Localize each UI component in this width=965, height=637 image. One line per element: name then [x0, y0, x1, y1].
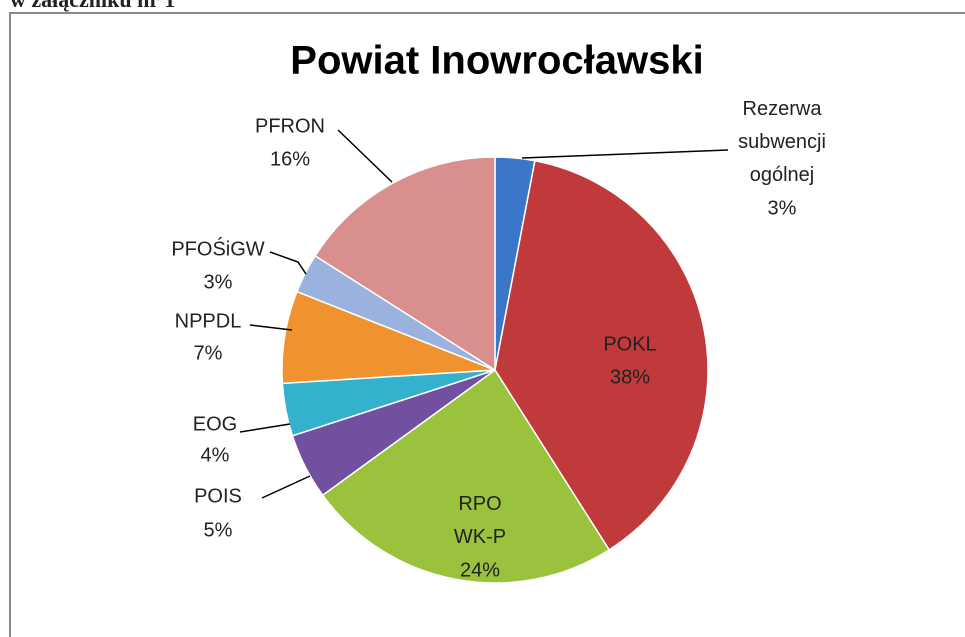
value-label: 5%	[204, 519, 233, 541]
page-note: w załączniku nr 1	[10, 0, 175, 12]
leader-line	[269, 251, 307, 275]
leader-line	[521, 149, 729, 159]
value-label: 3%	[768, 197, 797, 219]
value-label: 16%	[270, 148, 310, 170]
leader-line	[337, 129, 393, 183]
value-label: 38%	[610, 366, 650, 388]
pie-slice	[314, 156, 496, 372]
leader-line	[249, 324, 293, 331]
leader-line	[261, 475, 311, 499]
leader-line	[239, 423, 291, 433]
value-label: 3%	[204, 271, 233, 293]
category-label: NPPDL	[175, 310, 242, 332]
category-label: RPO WK-P	[454, 493, 506, 548]
category-label: EOG	[193, 413, 237, 435]
value-label: 24%	[460, 559, 500, 581]
chart-title: Powiat Inowrocławski	[290, 39, 703, 83]
category-label: POKL	[603, 333, 656, 355]
value-label: 7%	[194, 342, 223, 364]
category-label: PFOŚiGW	[171, 236, 264, 260]
category-label: Rezerwa subwencji ogólnej	[738, 98, 826, 186]
category-label: PFRON	[255, 115, 325, 137]
pie-slice	[321, 368, 611, 584]
value-label: 4%	[201, 444, 230, 466]
category-label: POIS	[194, 485, 242, 507]
